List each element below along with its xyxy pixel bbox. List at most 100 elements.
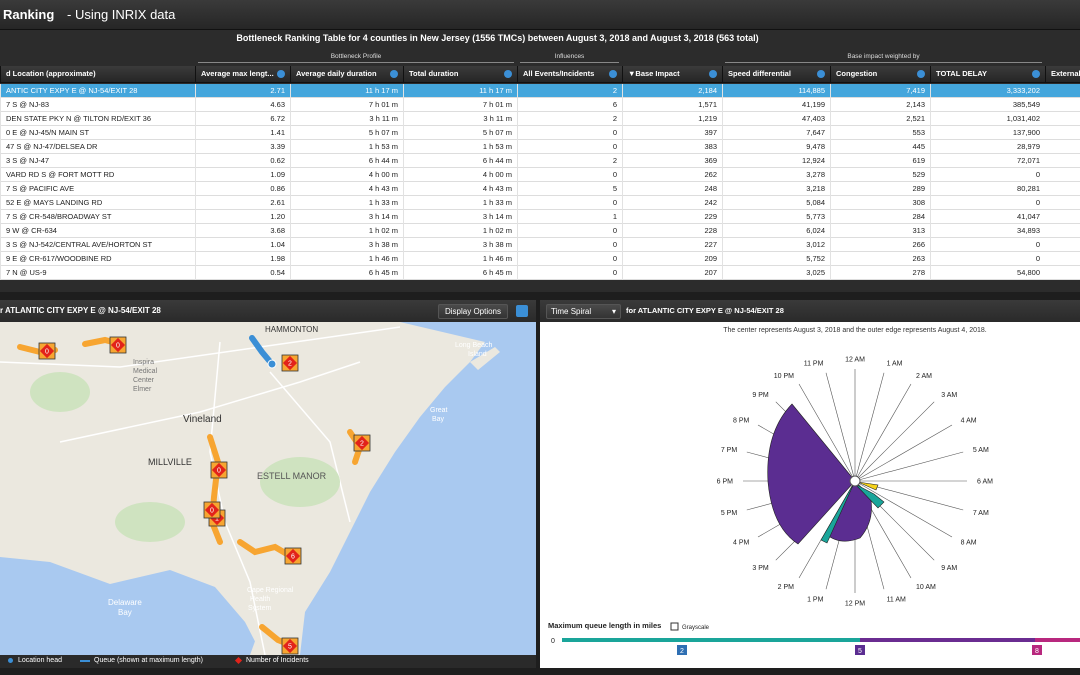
map-label: Medical (133, 368, 158, 375)
table-cell: 3.39 (195, 140, 290, 154)
info-icon (917, 70, 925, 78)
table-cell: 1,219 (622, 112, 722, 126)
hour-label: 8 AM (961, 540, 977, 547)
table-cell: 3,025 (722, 266, 830, 280)
scale-tick-label: 0 (551, 638, 555, 645)
table-cell: 7 S @ PACIFIC AVE (0, 182, 195, 196)
table-row[interactable] (0, 238, 1080, 252)
hour-label: 9 AM (941, 565, 957, 572)
hour-label: 10 AM (916, 584, 936, 591)
hour-spoke (854, 424, 953, 482)
table-cell: ANTIC CITY EXPY E @ NJ-54/EXIT 28 (0, 84, 195, 98)
table-row[interactable] (0, 182, 1080, 196)
hour-spoke (854, 383, 912, 482)
table-cell: 1 h 33 m (290, 196, 403, 210)
table-cell: 47 S @ NJ-47/DELSEA DR (0, 140, 195, 154)
incident-count: 0 (217, 468, 221, 475)
queue (207, 434, 223, 545)
table-cell: 3 h 38 m (290, 238, 403, 252)
info-icon (390, 70, 398, 78)
column-header: External (1045, 66, 1080, 82)
table-cell: 4.63 (195, 98, 290, 112)
table-row[interactable] (0, 266, 1080, 280)
table-cell: 34,893 (930, 224, 1045, 238)
table-row[interactable] (0, 168, 1080, 182)
incident-count: 2 (360, 441, 364, 448)
column-header: Speed differential (722, 66, 830, 82)
scale-bar (1035, 638, 1080, 642)
legend-swatch (234, 656, 243, 665)
map-label: System (248, 605, 272, 612)
table-row[interactable] (0, 98, 1080, 112)
group-rule (520, 62, 619, 63)
table-cell: 137,900 (930, 126, 1045, 140)
table-cell: 4 h 43 m (290, 182, 403, 196)
table-row[interactable] (0, 252, 1080, 266)
table-cell: 5,752 (722, 252, 830, 266)
hour-label: 5 AM (973, 447, 989, 454)
table-row[interactable] (0, 154, 1080, 168)
table-cell: 1 h 53 m (403, 140, 517, 154)
table-cell: 5,773 (722, 210, 830, 224)
hour-label: 7 AM (973, 510, 989, 517)
table-cell: 9,478 (722, 140, 830, 154)
hour-label: 3 PM (752, 565, 769, 572)
hour-label: 7 PM (721, 447, 738, 454)
chart-type-dropdown[interactable]: Time Spiral ▾ (546, 304, 621, 319)
scale-title: Maximum queue length in miles (548, 621, 661, 630)
save-icon[interactable] (516, 305, 528, 317)
table-cell: 209 (622, 252, 722, 266)
hour-spoke (854, 451, 964, 482)
table-cell: 2,521 (830, 112, 930, 126)
queue (237, 539, 295, 560)
table-cell: 4 h 00 m (403, 168, 517, 182)
ocean (300, 322, 536, 655)
table-cell: 289 (830, 182, 930, 196)
table-row[interactable] (0, 196, 1080, 210)
table-cell: 1.09 (195, 168, 290, 182)
hour-label: 2 AM (916, 373, 932, 380)
table-row[interactable] (0, 210, 1080, 224)
group-header: Bottleneck Profile (330, 53, 382, 60)
display-options-button[interactable]: Display Options (438, 304, 508, 319)
map[interactable]: HAMMONTON Long Beach Island Inspira Medical C… (0, 322, 536, 655)
table-cell: 11 h 17 m (290, 84, 403, 98)
table-cell: 7 S @ CR-548/BROADWAY ST (0, 210, 195, 224)
table-row[interactable] (0, 112, 1080, 126)
table-row[interactable] (0, 224, 1080, 238)
table-row[interactable] (0, 84, 1080, 98)
table-cell: 7 S @ NJ-83 (0, 98, 195, 112)
map-panel: r ATLANTIC CITY EXPY E @ NJ-54/EXIT 28 D… (0, 300, 536, 668)
column-header: Total duration (403, 66, 517, 82)
table-cell: 284 (830, 210, 930, 224)
group-header: Influences (554, 53, 585, 60)
table-row[interactable] (0, 140, 1080, 154)
table-cell: 3 h 11 m (403, 112, 517, 126)
table-cell: 1.98 (195, 252, 290, 266)
table-cell: 0 (517, 126, 622, 140)
table-cell: 385,549 (930, 98, 1045, 112)
spiral-title: for ATLANTIC CITY EXPY E @ NJ-54/EXIT 28 (626, 306, 784, 315)
hour-spoke (798, 383, 856, 482)
table-cell: 6 (517, 98, 622, 112)
incident-count: 0 (116, 343, 120, 350)
table-row[interactable] (0, 126, 1080, 140)
table-cell: 0 (517, 266, 622, 280)
queue-wedge (767, 403, 856, 545)
table-caption: Bottleneck Ranking Table for 4 counties … (236, 33, 759, 43)
table-cell: 0 (517, 168, 622, 182)
table-cell: 2.61 (195, 196, 290, 210)
legend-swatch (80, 660, 90, 662)
island (470, 347, 500, 370)
table-cell: 227 (622, 238, 722, 252)
info-icon (709, 70, 717, 78)
table-cell: 619 (830, 154, 930, 168)
app-subtitle: - Using INRIX data (67, 7, 176, 22)
legend-swatch (8, 658, 13, 663)
legend-label: Queue (shown at maximum length) (94, 657, 203, 664)
grayscale-checkbox[interactable] (670, 622, 679, 631)
table-cell: 80,281 (930, 182, 1045, 196)
table-cell: 2,143 (830, 98, 930, 112)
scale-tick-box (855, 645, 865, 655)
table-cell: 2,184 (622, 84, 722, 98)
